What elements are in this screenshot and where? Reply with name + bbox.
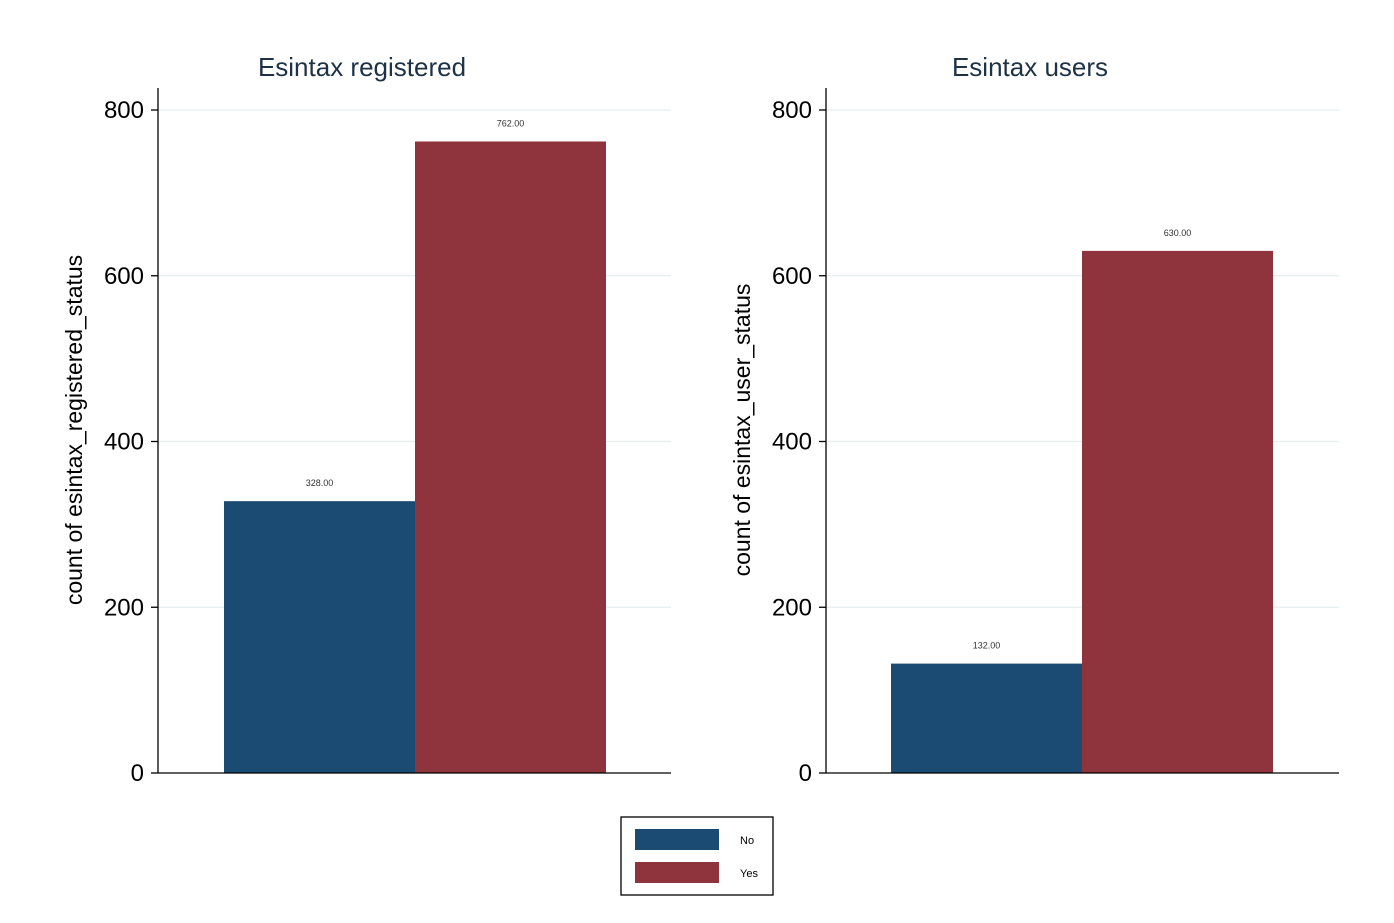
data-labels: 132.00 630.00 [973,228,1192,651]
legend-box [620,816,774,896]
data-labels: 328.00 762.00 [306,118,525,488]
y-tick-label: 400 [104,429,144,456]
bars [224,141,606,773]
legend-swatch-no [635,829,719,850]
bar-no [891,663,1082,773]
legend-label-yes: Yes [740,868,758,880]
y-ticks: 0 200 400 600 800 [772,97,826,787]
chart-title: Esintax registered [258,52,466,82]
data-label: 762.00 [497,118,525,128]
y-tick-label: 600 [104,263,144,290]
bar-yes [1082,250,1273,773]
y-tick-label: 0 [131,760,144,787]
bar-no [224,501,415,773]
y-tick-label: 200 [772,594,812,621]
chart-panel-registered: Esintax registered count of esintax_regi… [61,52,671,787]
chart-title: Esintax users [952,52,1108,82]
y-tick-label: 200 [104,594,144,621]
legend-swatch-yes [635,862,719,883]
y-tick-label: 0 [799,760,812,787]
chart-panel-users: Esintax users count of esintax_user_stat… [729,52,1339,787]
y-tick-label: 800 [104,97,144,124]
y-tick-label: 800 [772,97,812,124]
legend-label-no: No [740,835,754,847]
y-ticks: 0 200 400 600 800 [104,97,158,787]
legend: No Yes [620,816,774,896]
data-label: 630.00 [1164,228,1192,238]
bar-yes [415,141,606,773]
y-tick-label: 600 [772,263,812,290]
y-axis-label: count of esintax_user_status [729,284,755,577]
data-label: 132.00 [973,641,1001,651]
data-label: 328.00 [306,478,334,488]
bars [891,250,1273,773]
y-axis-label: count of esintax_registered_status [61,255,87,605]
y-tick-label: 400 [772,429,812,456]
